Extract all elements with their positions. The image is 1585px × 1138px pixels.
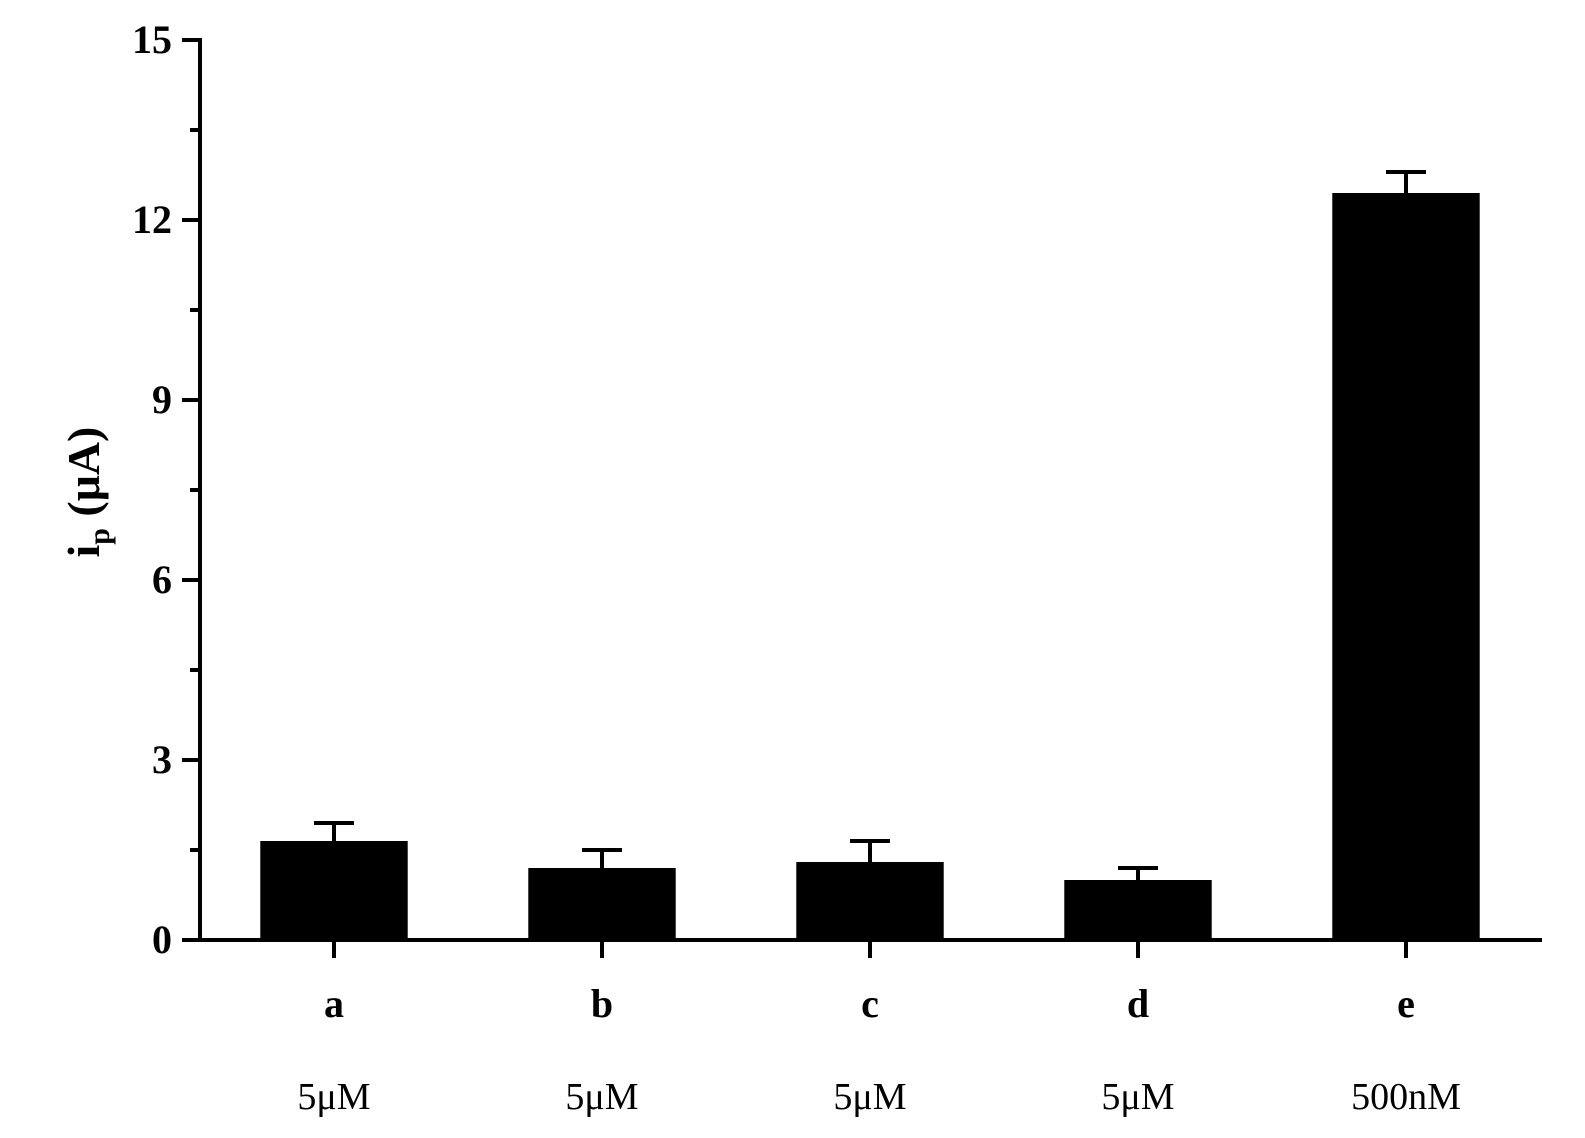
bar-chart	[0, 0, 1585, 1138]
category-sub-label: 5μM	[502, 1075, 702, 1119]
y-tick-label: 3	[92, 736, 172, 783]
y-tick-label: 12	[92, 196, 172, 243]
category-label: d	[1078, 980, 1198, 1027]
y-tick-label: 0	[92, 916, 172, 963]
category-label: b	[542, 980, 662, 1027]
y-tick-label: 15	[92, 16, 172, 63]
category-label: c	[810, 980, 930, 1027]
category-sub-label: 5μM	[770, 1075, 970, 1119]
category-sub-label: 5μM	[234, 1075, 434, 1119]
category-label: a	[274, 980, 394, 1027]
chart-container: ip (μA) 03691215a5μMb5μMc5μMd5μMe500nM	[0, 0, 1585, 1138]
y-tick-label: 9	[92, 376, 172, 423]
category-sub-label: 500nM	[1306, 1075, 1506, 1119]
category-label: e	[1346, 980, 1466, 1027]
y-tick-label: 6	[92, 556, 172, 603]
category-sub-label: 5μM	[1038, 1075, 1238, 1119]
